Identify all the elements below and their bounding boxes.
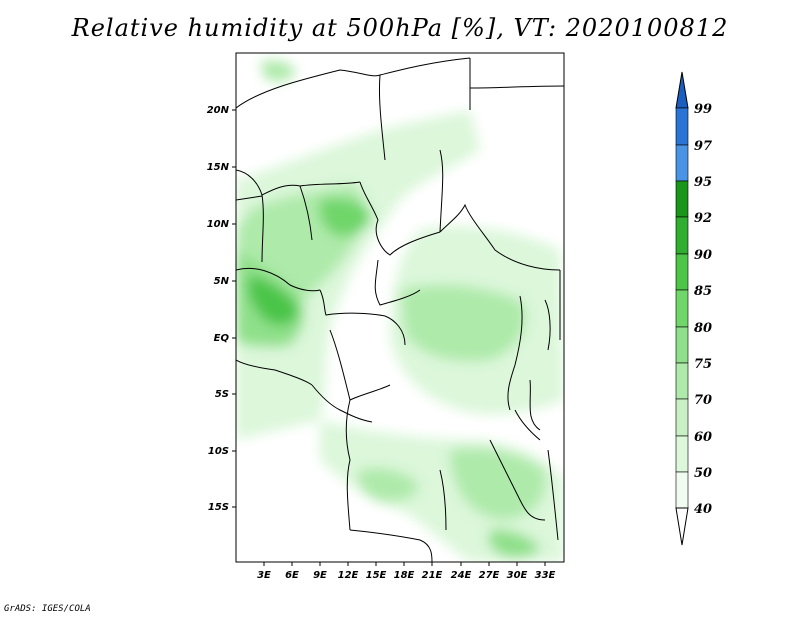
lon-label: 18E: [394, 570, 415, 581]
colorbar-segment: [675, 180, 689, 218]
lon-label: 21E: [422, 570, 443, 581]
colorbar-bottom-arrow: [675, 507, 689, 546]
lat-label: 5S: [215, 389, 229, 400]
colorbar: 99 97 95 92 90 85 80 75 70 60 50 40: [675, 71, 712, 546]
colorbar-label: 50: [694, 466, 712, 481]
lon-label: 33E: [535, 570, 556, 581]
colorbar-label: 80: [694, 321, 712, 336]
lon-label: 12E: [338, 570, 359, 581]
lon-label: 9E: [313, 570, 327, 581]
humidity-field: [236, 53, 564, 562]
colorbar-label: 99: [694, 102, 712, 117]
colorbar-label: 85: [694, 284, 712, 299]
grads-credit: GrADS: IGES/COLA: [4, 604, 91, 614]
colorbar-top-arrow: [675, 71, 689, 109]
colorbar-label: 40: [694, 502, 712, 517]
lon-label: 27E: [479, 570, 500, 581]
colorbar-label: 95: [694, 175, 712, 190]
lat-label: 15N: [207, 162, 230, 173]
map-frame: [235, 52, 565, 563]
lon-label: 3E: [257, 570, 271, 581]
colorbar-segment: [675, 398, 689, 437]
colorbar-segment: [675, 435, 689, 473]
colorbar-label: 75: [694, 357, 712, 372]
colorbar-label: 90: [694, 248, 712, 263]
lat-label: 20N: [207, 105, 230, 116]
colorbar-segment: [675, 362, 689, 400]
colorbar-label: 60: [694, 430, 712, 445]
map-title: Relative humidity at 500hPa [%], VT: 202…: [71, 14, 729, 42]
lon-label: 6E: [285, 570, 299, 581]
colorbar-segment: [675, 326, 689, 364]
country-borders: [236, 57, 564, 562]
colorbar-segment: [675, 107, 689, 146]
lon-label: 15E: [366, 570, 387, 581]
axis-ticks: [232, 109, 546, 566]
colorbar-segment: [675, 216, 689, 255]
colorbar-segment: [675, 289, 689, 328]
lon-axis-labels: 3E 6E 9E 12E 15E 18E 21E 24E 27E 30E 33E: [257, 570, 555, 581]
lat-label: 10N: [207, 219, 230, 230]
lon-label: 30E: [507, 570, 528, 581]
colorbar-label: 70: [694, 393, 712, 408]
lon-label: 24E: [451, 570, 472, 581]
lat-label: 10S: [208, 446, 229, 457]
lat-axis-labels: 20N 15N 10N 5N EQ 5S 10S 15S: [207, 105, 230, 513]
colorbar-segment: [675, 253, 689, 291]
colorbar-label: 92: [694, 211, 712, 226]
colorbar-segment: [675, 471, 689, 509]
colorbar-label: 97: [694, 139, 712, 154]
lat-label: 5N: [214, 276, 230, 287]
lat-label: 15S: [208, 502, 229, 513]
colorbar-segment: [675, 144, 689, 182]
lat-label: EQ: [214, 333, 230, 344]
